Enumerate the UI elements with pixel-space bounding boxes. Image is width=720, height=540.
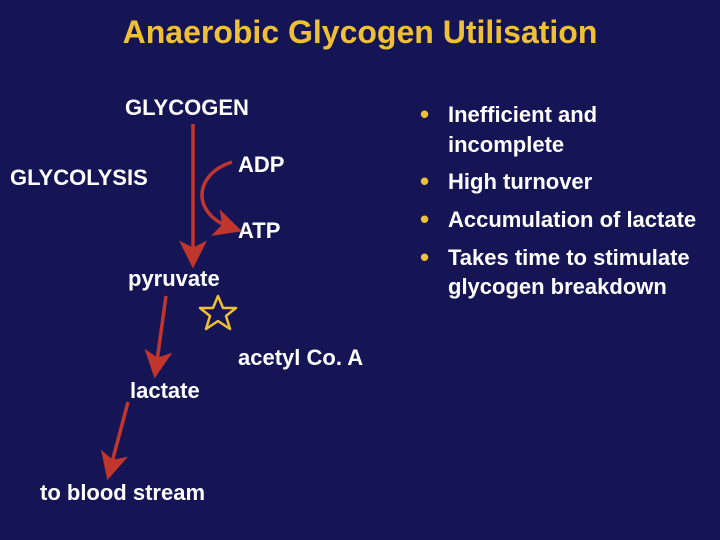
bullet-item: Accumulation of lactate [420,205,700,235]
label-pyruvate: pyruvate [128,266,220,292]
slide-title: Anaerobic Glycogen Utilisation [0,14,720,51]
bullet-item: Inefficient and incomplete [420,100,700,159]
label-acetyl-coa: acetyl Co. A [238,345,363,371]
label-to-blood: to blood stream [40,480,205,506]
arrow-pyruvate-lactate [156,296,166,368]
label-glycogen: GLYCOGEN [125,95,249,121]
bullet-list: Inefficient and incomplete High turnover… [420,100,700,310]
bullet-item: Takes time to stimulate glycogen breakdo… [420,243,700,302]
bullet-item: High turnover [420,167,700,197]
label-lactate: lactate [130,378,200,404]
label-atp: ATP [238,218,280,244]
label-adp: ADP [238,152,284,178]
label-glycolysis: GLYCOLYSIS [10,165,148,191]
arrow-lactate-blood [110,402,128,470]
arrow-adp-atp [202,162,232,228]
star-icon [200,296,236,329]
